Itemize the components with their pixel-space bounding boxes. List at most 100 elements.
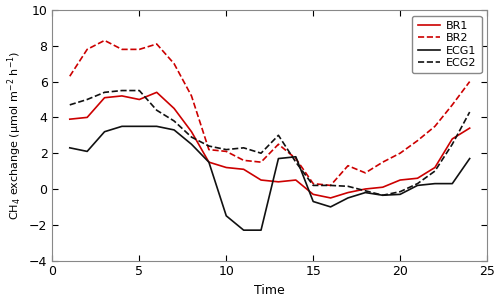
ECG1 xyxy=(188,143,194,146)
BR2 xyxy=(380,160,386,164)
BR2 xyxy=(310,182,316,185)
Line: ECG1: ECG1 xyxy=(70,126,469,230)
ECG2 xyxy=(450,143,456,146)
ECG2 xyxy=(84,98,90,101)
BR2 xyxy=(414,139,420,143)
BR2 xyxy=(102,39,107,42)
BR2 xyxy=(432,124,438,128)
BR2 xyxy=(362,171,368,175)
ECG2 xyxy=(154,108,160,112)
ECG1 xyxy=(224,214,230,218)
Line: ECG2: ECG2 xyxy=(70,91,469,195)
ECG1 xyxy=(328,205,334,209)
ECG2 xyxy=(206,144,212,148)
Line: BR2: BR2 xyxy=(70,40,469,185)
BR1 xyxy=(293,178,299,182)
ECG1 xyxy=(258,228,264,232)
BR2 xyxy=(466,80,472,83)
BR2 xyxy=(206,148,212,151)
BR2 xyxy=(188,94,194,98)
ECG1 xyxy=(119,124,125,128)
BR1 xyxy=(188,130,194,133)
BR2 xyxy=(84,48,90,51)
BR2 xyxy=(240,159,246,162)
ECG2 xyxy=(397,190,403,194)
BR2 xyxy=(450,103,456,107)
BR1 xyxy=(362,187,368,191)
ECG1 xyxy=(102,130,107,133)
ECG2 xyxy=(276,133,281,137)
BR2 xyxy=(119,48,125,51)
BR1 xyxy=(466,126,472,130)
ECG2 xyxy=(67,103,73,107)
BR1 xyxy=(258,178,264,182)
ECG2 xyxy=(258,151,264,155)
BR1 xyxy=(432,166,438,169)
BR2 xyxy=(224,149,230,153)
BR1 xyxy=(136,98,142,101)
ECG1 xyxy=(276,157,281,160)
BR1 xyxy=(450,137,456,141)
ECG1 xyxy=(136,124,142,128)
ECG1 xyxy=(67,146,73,149)
ECG2 xyxy=(293,160,299,164)
BR1 xyxy=(84,116,90,119)
ECG2 xyxy=(171,119,177,123)
ECG2 xyxy=(119,89,125,92)
ECG1 xyxy=(397,193,403,196)
BR1 xyxy=(414,176,420,180)
ECG2 xyxy=(345,185,351,188)
ECG1 xyxy=(362,191,368,194)
BR1 xyxy=(154,91,160,94)
BR2 xyxy=(67,74,73,78)
ECG2 xyxy=(466,110,472,114)
ECG1 xyxy=(293,155,299,159)
ECG1 xyxy=(206,160,212,164)
ECG1 xyxy=(345,196,351,200)
ECG2 xyxy=(224,148,230,151)
Legend: BR1, BR2, ECG1, ECG2: BR1, BR2, ECG1, ECG2 xyxy=(412,16,482,73)
X-axis label: Time: Time xyxy=(254,284,285,297)
ECG2 xyxy=(136,89,142,92)
BR1 xyxy=(119,94,125,98)
ECG1 xyxy=(450,182,456,185)
ECG1 xyxy=(380,194,386,197)
BR1 xyxy=(240,168,246,171)
ECG2 xyxy=(362,189,368,193)
BR2 xyxy=(328,184,334,187)
BR2 xyxy=(136,48,142,51)
ECG2 xyxy=(310,184,316,187)
BR1 xyxy=(206,160,212,164)
ECG2 xyxy=(380,194,386,197)
ECG1 xyxy=(414,184,420,187)
ECG1 xyxy=(154,124,160,128)
BR1 xyxy=(345,191,351,194)
BR1 xyxy=(310,193,316,196)
BR2 xyxy=(258,160,264,164)
ECG2 xyxy=(188,135,194,139)
ECG1 xyxy=(240,228,246,232)
BR1 xyxy=(397,178,403,182)
Line: BR1: BR1 xyxy=(70,92,469,198)
ECG2 xyxy=(414,182,420,185)
ECG2 xyxy=(240,146,246,149)
BR1 xyxy=(380,185,386,189)
BR1 xyxy=(328,196,334,200)
BR2 xyxy=(276,143,281,146)
BR1 xyxy=(67,117,73,121)
ECG1 xyxy=(171,128,177,132)
ECG1 xyxy=(84,149,90,153)
ECG2 xyxy=(328,184,334,187)
BR2 xyxy=(293,157,299,160)
BR1 xyxy=(102,96,107,100)
BR2 xyxy=(171,62,177,66)
ECG1 xyxy=(432,182,438,185)
ECG2 xyxy=(432,169,438,173)
BR1 xyxy=(276,180,281,184)
BR2 xyxy=(345,164,351,168)
BR1 xyxy=(224,166,230,169)
BR2 xyxy=(397,151,403,155)
BR2 xyxy=(154,42,160,46)
ECG1 xyxy=(466,157,472,160)
ECG1 xyxy=(310,200,316,203)
